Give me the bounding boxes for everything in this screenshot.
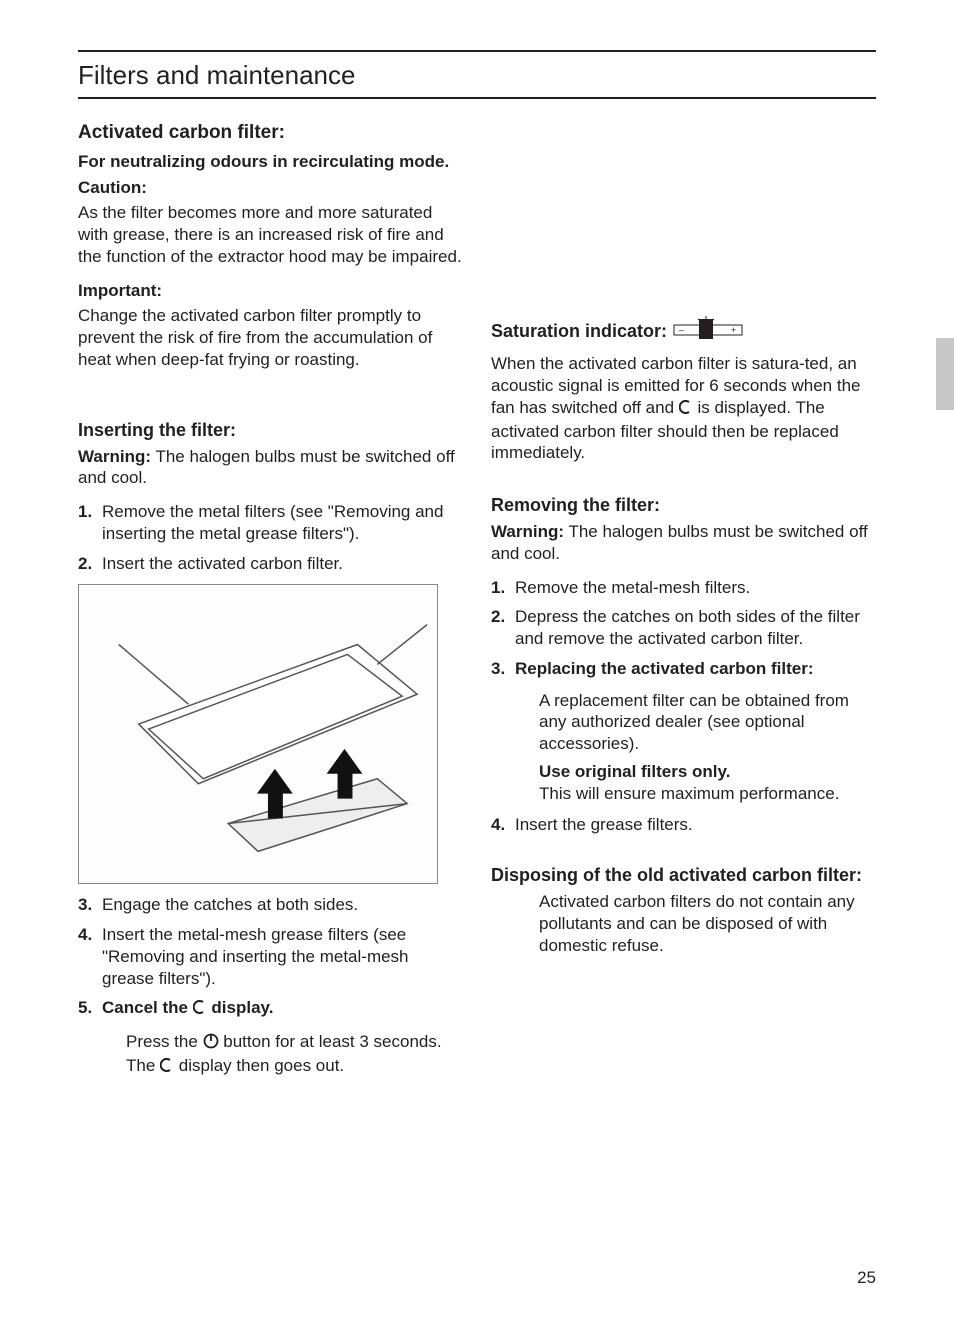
column-left: Activated carbon filter: For neutralizin… (78, 121, 463, 1089)
manual-page: Filters and maintenance Activated carbon… (0, 0, 954, 1326)
r-step3-sub2-rest: This will ensure maximum performance. (539, 784, 839, 803)
saturation-text: When the activated carbon filter is satu… (491, 353, 876, 464)
content-columns: Activated carbon filter: For neutralizin… (78, 121, 876, 1089)
insert-step-4: Insert the metal-mesh grease filters (se… (78, 924, 463, 989)
caution-text: As the filter becomes more and more satu… (78, 202, 463, 267)
removing-warning: Warning: The halogen bulbs must be switc… (491, 521, 876, 565)
r-step3-sub2: Use original filters only. This will ens… (539, 761, 876, 805)
insert-step-1: Remove the metal filters (see "Removing … (78, 501, 463, 545)
control-panel-icon: – + (673, 316, 743, 348)
remove-step-3: Replacing the activated carbon filter: (491, 658, 876, 680)
disposing-heading: Disposing of the old activated carbon fi… (491, 864, 876, 887)
saturation-row: Saturation indicator: – + (491, 316, 876, 348)
remove-step-2: Depress the catches on both sides of the… (491, 606, 876, 650)
hood-svg (79, 584, 437, 884)
page-number: 25 (857, 1268, 876, 1288)
column-right: Saturation indicator: – + When the activ… (491, 121, 876, 1089)
step5-sub2-post: display then goes out. (174, 1056, 344, 1075)
page-title: Filters and maintenance (78, 60, 876, 91)
inserting-heading: Inserting the filter: (78, 419, 463, 442)
saturation-label: Saturation indicator: (491, 320, 667, 343)
step5-detail: Press the button for at least 3 seconds.… (78, 1031, 463, 1079)
step5-sub2-pre: The (126, 1056, 160, 1075)
c-symbol-icon-2 (160, 1057, 174, 1079)
rule-top (78, 50, 876, 52)
filter-insert-illustration (78, 584, 438, 884)
svg-text:–: – (679, 325, 684, 335)
step5-post: display. (207, 998, 274, 1017)
step5-sub1-post: button for at least 3 seconds. (219, 1032, 442, 1051)
removing-steps-cont: Insert the grease filters. (491, 814, 876, 836)
removing-heading: Removing the filter: (491, 494, 876, 517)
insert-step-5: Cancel the display. (78, 997, 463, 1021)
r-step3-sub2-bold: Use original filters only. (539, 762, 730, 781)
power-symbol-icon (203, 1033, 219, 1055)
r-step3-sub1: A replacement filter can be obtained fro… (539, 690, 876, 755)
c-symbol-icon-3 (679, 399, 693, 421)
insert-step-2: Insert the activated carbon filter. (78, 553, 463, 575)
heading-carbon-filter: Activated carbon filter: (78, 121, 463, 145)
remove-step-3-title: Replacing the activated carbon filter: (515, 659, 814, 678)
warning-label: Warning: (78, 447, 151, 466)
inserting-steps-cont: Engage the catches at both sides. Insert… (78, 894, 463, 1021)
inserting-warning: Warning: The halogen bulbs must be switc… (78, 446, 463, 490)
intro-bold: For neutralizing odours in recirculating… (78, 151, 463, 173)
warning-label-r: Warning: (491, 522, 564, 541)
caution-label: Caution: (78, 177, 463, 199)
inserting-steps: Remove the metal filters (see "Removing … (78, 501, 463, 574)
step5-pre: Cancel the (102, 998, 193, 1017)
important-text: Change the activated carbon filter promp… (78, 305, 463, 370)
important-label: Important: (78, 280, 463, 302)
remove-step-3-detail: A replacement filter can be obtained fro… (491, 690, 876, 805)
insert-step-3: Engage the catches at both sides. (78, 894, 463, 916)
removing-steps: Remove the metal-mesh filters. Depress t… (491, 577, 876, 680)
step5-sub1-pre: Press the (126, 1032, 203, 1051)
remove-step-4: Insert the grease filters. (491, 814, 876, 836)
remove-step-1: Remove the metal-mesh filters. (491, 577, 876, 599)
disposing-text: Activated carbon filters do not contain … (491, 891, 876, 956)
c-symbol-icon (193, 999, 207, 1021)
rule-under-title (78, 97, 876, 99)
svg-text:+: + (731, 325, 736, 335)
edge-tab (936, 338, 954, 410)
